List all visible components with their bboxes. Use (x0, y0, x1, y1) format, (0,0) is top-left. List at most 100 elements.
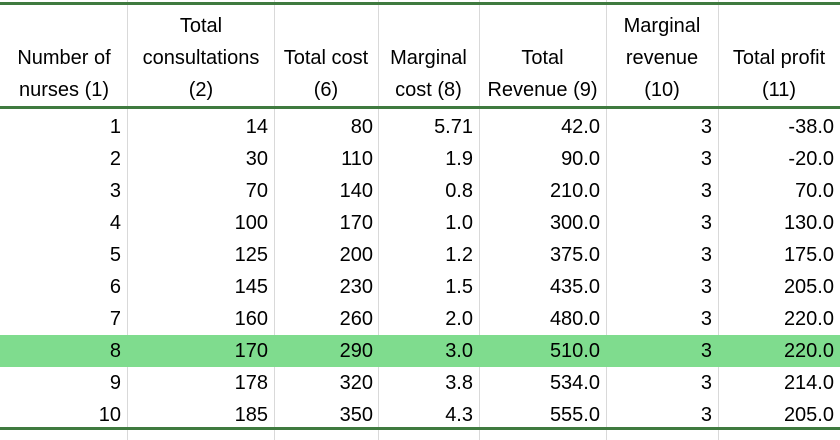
cell-marginal-cost: 4.3 (445, 404, 473, 426)
cell-marginal-revenue: 3 (700, 180, 712, 202)
cell-consultations: 160 (234, 308, 268, 330)
cell-marginal-cost: 2.0 (445, 308, 473, 330)
header-line: Marginal (623, 15, 701, 37)
cell-total-cost: 80 (350, 116, 373, 138)
header-line: (2) (188, 79, 214, 101)
cell-marginal-cost: 1.5 (445, 276, 473, 298)
cell-marginal-cost: 1.2 (445, 244, 473, 266)
cell-marginal-cost: 3.0 (445, 340, 473, 362)
header-line: Total cost (283, 47, 369, 69)
header-border (0, 106, 840, 109)
cell-marginal-revenue: 3 (700, 212, 712, 234)
cell-nurses: 1 (109, 116, 121, 138)
cell-nurses: 9 (109, 372, 121, 394)
cell-total-cost: 230 (339, 276, 373, 298)
table-row: 6 145 230 1.5 435.0 3 205.0 (0, 271, 840, 303)
cell-marginal-revenue: 3 (700, 148, 712, 170)
cell-nurses: 7 (109, 308, 121, 330)
header-nurses: Number of nurses (1) (8, 8, 120, 106)
top-border (0, 2, 840, 5)
header-line: (6) (313, 79, 339, 101)
cell-marginal-cost: 1.9 (445, 148, 473, 170)
header-line: consultations (142, 47, 260, 69)
table-row: 9 178 320 3.8 534.0 3 214.0 (0, 367, 840, 399)
cell-total-profit: 205.0 (783, 404, 834, 426)
cell-total-cost: 170 (339, 212, 373, 234)
cell-marginal-revenue: 3 (700, 244, 712, 266)
cell-nurses: 2 (109, 148, 121, 170)
column-gridline (606, 0, 607, 440)
cell-total-revenue: 90.0 (561, 148, 600, 170)
cell-marginal-revenue: 3 (700, 308, 712, 330)
cell-consultations: 178 (234, 372, 268, 394)
header-line: revenue (625, 47, 699, 69)
cell-total-profit: 130.0 (783, 212, 834, 234)
bottom-border (0, 427, 840, 430)
cell-marginal-cost: 3.8 (445, 372, 473, 394)
cell-consultations: 145 (234, 276, 268, 298)
column-gridline (127, 0, 128, 440)
cell-marginal-revenue: 3 (700, 116, 712, 138)
cell-nurses: 10 (98, 404, 121, 426)
column-gridline (479, 0, 480, 440)
cell-total-revenue: 555.0 (549, 404, 600, 426)
cell-marginal-cost: 0.8 (445, 180, 473, 202)
header-line: cost (8) (395, 79, 462, 101)
column-gridline (274, 0, 275, 440)
table-row: 1 14 80 5.71 42.0 3 -38.0 (0, 111, 840, 143)
cell-total-profit: 70.0 (795, 180, 834, 202)
cell-consultations: 185 (234, 404, 268, 426)
column-gridline (718, 0, 719, 440)
cell-total-cost: 320 (339, 372, 373, 394)
table-row: 7 160 260 2.0 480.0 3 220.0 (0, 303, 840, 335)
cell-total-cost: 140 (339, 180, 373, 202)
column-gridline (378, 0, 379, 440)
table-row: 5 125 200 1.2 375.0 3 175.0 (0, 239, 840, 271)
cell-nurses: 4 (109, 212, 121, 234)
cell-total-cost: 260 (339, 308, 373, 330)
header-consultations: Total consultations (2) (130, 8, 272, 106)
cell-total-profit: -38.0 (788, 116, 834, 138)
header-marginal-cost: Marginal cost (8) (378, 8, 479, 106)
header-line: Number of (17, 47, 111, 69)
header-line: Total profit (732, 47, 826, 69)
header-marginal-revenue: Marginal revenue (10) (606, 8, 718, 106)
cell-total-revenue: 510.0 (549, 340, 600, 362)
cell-total-profit: -20.0 (788, 148, 834, 170)
cell-total-revenue: 435.0 (549, 276, 600, 298)
table-row: 3 70 140 0.8 210.0 3 70.0 (0, 175, 840, 207)
cell-total-profit: 205.0 (783, 276, 834, 298)
cell-total-cost: 290 (339, 340, 373, 362)
cell-total-profit: 214.0 (783, 372, 834, 394)
table-row: 4 100 170 1.0 300.0 3 130.0 (0, 207, 840, 239)
cell-nurses: 5 (109, 244, 121, 266)
cell-consultations: 125 (234, 244, 268, 266)
cell-consultations: 14 (245, 116, 268, 138)
header-total-profit: Total profit (11) (718, 8, 840, 106)
cell-marginal-revenue: 3 (700, 340, 712, 362)
cell-marginal-revenue: 3 (700, 372, 712, 394)
cell-total-profit: 220.0 (783, 340, 834, 362)
cell-marginal-cost: 5.71 (434, 116, 473, 138)
header-row: Number of nurses (1) Total consultations… (0, 8, 840, 106)
cell-total-revenue: 300.0 (549, 212, 600, 234)
cell-marginal-cost: 1.0 (445, 212, 473, 234)
header-line: Marginal (390, 47, 467, 69)
header-total-revenue: Total Revenue (9) (479, 8, 606, 106)
cell-nurses: 3 (109, 180, 121, 202)
cell-consultations: 70 (245, 180, 268, 202)
header-line: Revenue (9) (487, 79, 598, 101)
header-line: Total (179, 15, 223, 37)
table-row: 2 30 110 1.9 90.0 3 -20.0 (0, 143, 840, 175)
table-body: 1 14 80 5.71 42.0 3 -38.0 2 30 110 1.9 90.0 3 -20.0 3 7… (0, 111, 840, 431)
cell-total-revenue: 210.0 (549, 180, 600, 202)
cell-consultations: 170 (234, 340, 268, 362)
cell-total-profit: 175.0 (783, 244, 834, 266)
cell-consultations: 30 (245, 148, 268, 170)
cell-consultations: 100 (234, 212, 268, 234)
cell-total-revenue: 375.0 (549, 244, 600, 266)
cell-nurses: 8 (109, 340, 121, 362)
header-line: (10) (644, 79, 680, 101)
cell-total-cost: 200 (339, 244, 373, 266)
